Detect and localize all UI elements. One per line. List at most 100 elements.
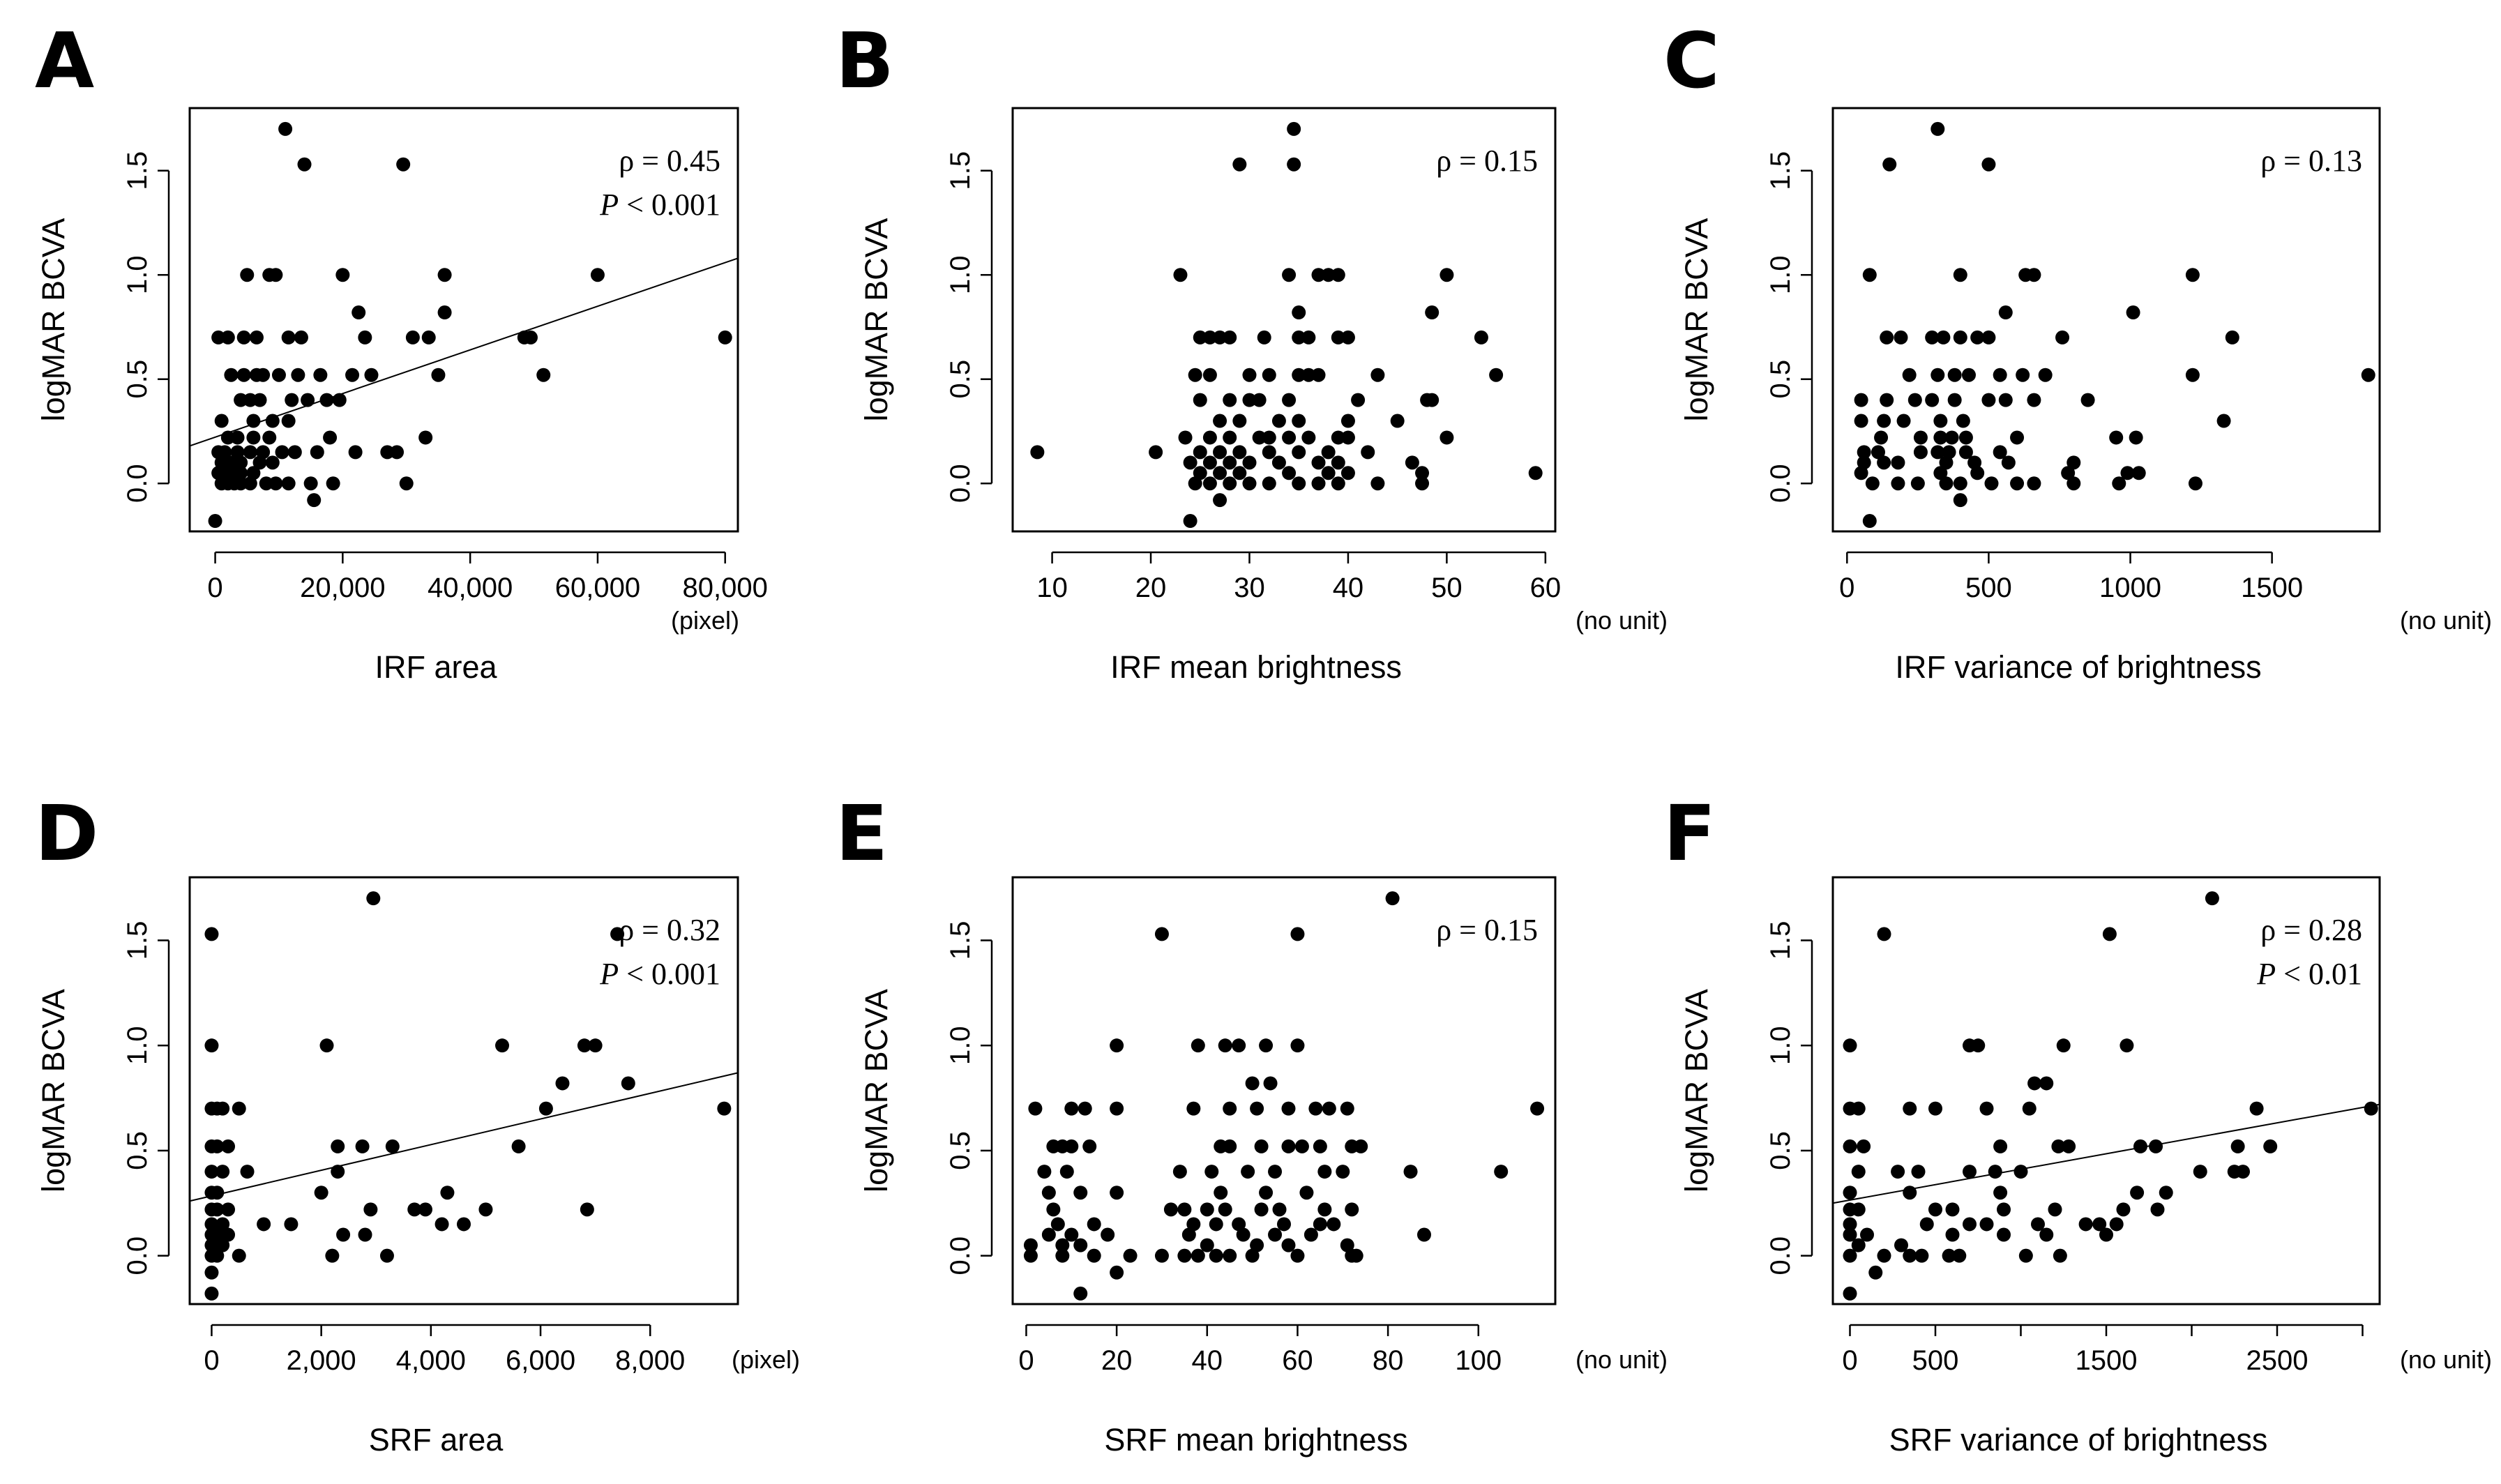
data-point (1361, 445, 1375, 460)
y-axis-title: logMAR BCVA (36, 218, 71, 422)
data-point (1340, 1101, 1354, 1116)
data-point (2205, 891, 2219, 906)
data-point (1292, 330, 1306, 344)
data-point (1213, 466, 1227, 480)
data-point (319, 393, 334, 407)
data-point (265, 455, 280, 470)
p-value-label: P < 0.001 (599, 957, 720, 991)
data-point (204, 1238, 219, 1252)
data-point (1930, 368, 1945, 382)
data-point (555, 1076, 570, 1091)
data-point (1191, 1038, 1205, 1053)
data-point (2092, 1217, 2107, 1232)
data-point (1110, 1265, 1124, 1280)
data-point (1930, 121, 1945, 136)
data-point (440, 1186, 455, 1200)
data-point (204, 927, 219, 941)
p-symbol: P (2256, 957, 2276, 991)
data-point (210, 1202, 225, 1217)
data-point (1952, 1248, 1967, 1263)
data-point (1223, 430, 1237, 445)
data-point (511, 1139, 526, 1153)
data-point (221, 1139, 236, 1153)
data-point (1354, 1139, 1368, 1153)
data-point (1896, 414, 1911, 428)
data-point (1271, 455, 1286, 470)
x-tick-label: 60 (1282, 1345, 1313, 1376)
data-point (278, 121, 293, 136)
data-point (1474, 330, 1488, 344)
data-point (495, 1038, 510, 1053)
data-point (1854, 393, 1868, 407)
data-point (1242, 455, 1257, 470)
data-point (1317, 1165, 1332, 1179)
data-point (2080, 393, 2095, 407)
plot-frame (1831, 876, 2381, 1305)
data-point (1223, 393, 1237, 407)
data-point (396, 157, 411, 172)
data-point (2361, 368, 2375, 382)
data-point (216, 1101, 230, 1116)
data-point (2010, 476, 2025, 491)
data-point (1055, 1248, 1070, 1263)
data-point (358, 330, 372, 344)
x-tick-label: 0 (1018, 1345, 1034, 1376)
data-point (2018, 1248, 2033, 1263)
y-axis-title: logMAR BCVA (36, 989, 71, 1192)
x-tick-label: 80,000 (683, 573, 768, 603)
data-point (2109, 430, 2124, 445)
data-point (335, 268, 350, 282)
data-point (2027, 268, 2041, 282)
data-point (1292, 445, 1306, 460)
data-point (536, 368, 551, 382)
data-point (297, 157, 312, 172)
data-point (1218, 1202, 1232, 1217)
x-tick-label: 20,000 (300, 573, 385, 603)
data-point (1282, 430, 1297, 445)
data-point (265, 414, 280, 428)
data-point (1271, 414, 1286, 428)
data-point (1981, 157, 1996, 172)
data-point (319, 1038, 334, 1053)
data-point (257, 1217, 271, 1232)
y-tick-label: 1.5 (1765, 921, 1796, 960)
panel-e: E 0 20 40 60 80 100 0.0 0.5 1.0 1.5 SRF mean bright… (836, 789, 1668, 1458)
unit-label: (no unit) (2400, 606, 2492, 635)
data-point (1997, 1227, 2011, 1242)
data-point (1277, 1217, 1291, 1232)
data-point (1223, 1248, 1237, 1263)
data-point (1425, 305, 1440, 320)
y-tick-label: 0.5 (1765, 360, 1796, 399)
data-point (717, 1101, 732, 1116)
data-point (1327, 1217, 1341, 1232)
data-point (1213, 414, 1227, 428)
data-point (2078, 1217, 2093, 1232)
unit-label: (no unit) (1576, 606, 1668, 635)
y-tick-label: 1.0 (1765, 1026, 1796, 1065)
data-point (1530, 1101, 1545, 1116)
data-point (271, 368, 286, 382)
data-point (1993, 445, 2007, 460)
data-point (1209, 1248, 1223, 1263)
data-point (2364, 1101, 2378, 1116)
data-point (210, 1227, 225, 1242)
data-point (325, 1248, 340, 1263)
data-point (577, 1038, 591, 1053)
data-point (538, 1101, 553, 1116)
p-value: < 0.01 (2276, 957, 2362, 991)
data-point (390, 445, 405, 460)
data-point (220, 330, 235, 344)
y-tick-label: 1.5 (945, 921, 976, 960)
data-point (1110, 1101, 1124, 1116)
data-point (1988, 1165, 2002, 1179)
data-point (1403, 1165, 1418, 1179)
data-point (1331, 455, 1345, 470)
data-point (331, 1139, 345, 1153)
data-point (590, 268, 605, 282)
data-point (1123, 1248, 1138, 1263)
data-point (1183, 455, 1197, 470)
data-point (1340, 430, 1355, 445)
y-axis-title: logMAR BCVA (859, 989, 894, 1192)
p-value: < 0.001 (619, 957, 720, 991)
data-point (2109, 1217, 2124, 1232)
